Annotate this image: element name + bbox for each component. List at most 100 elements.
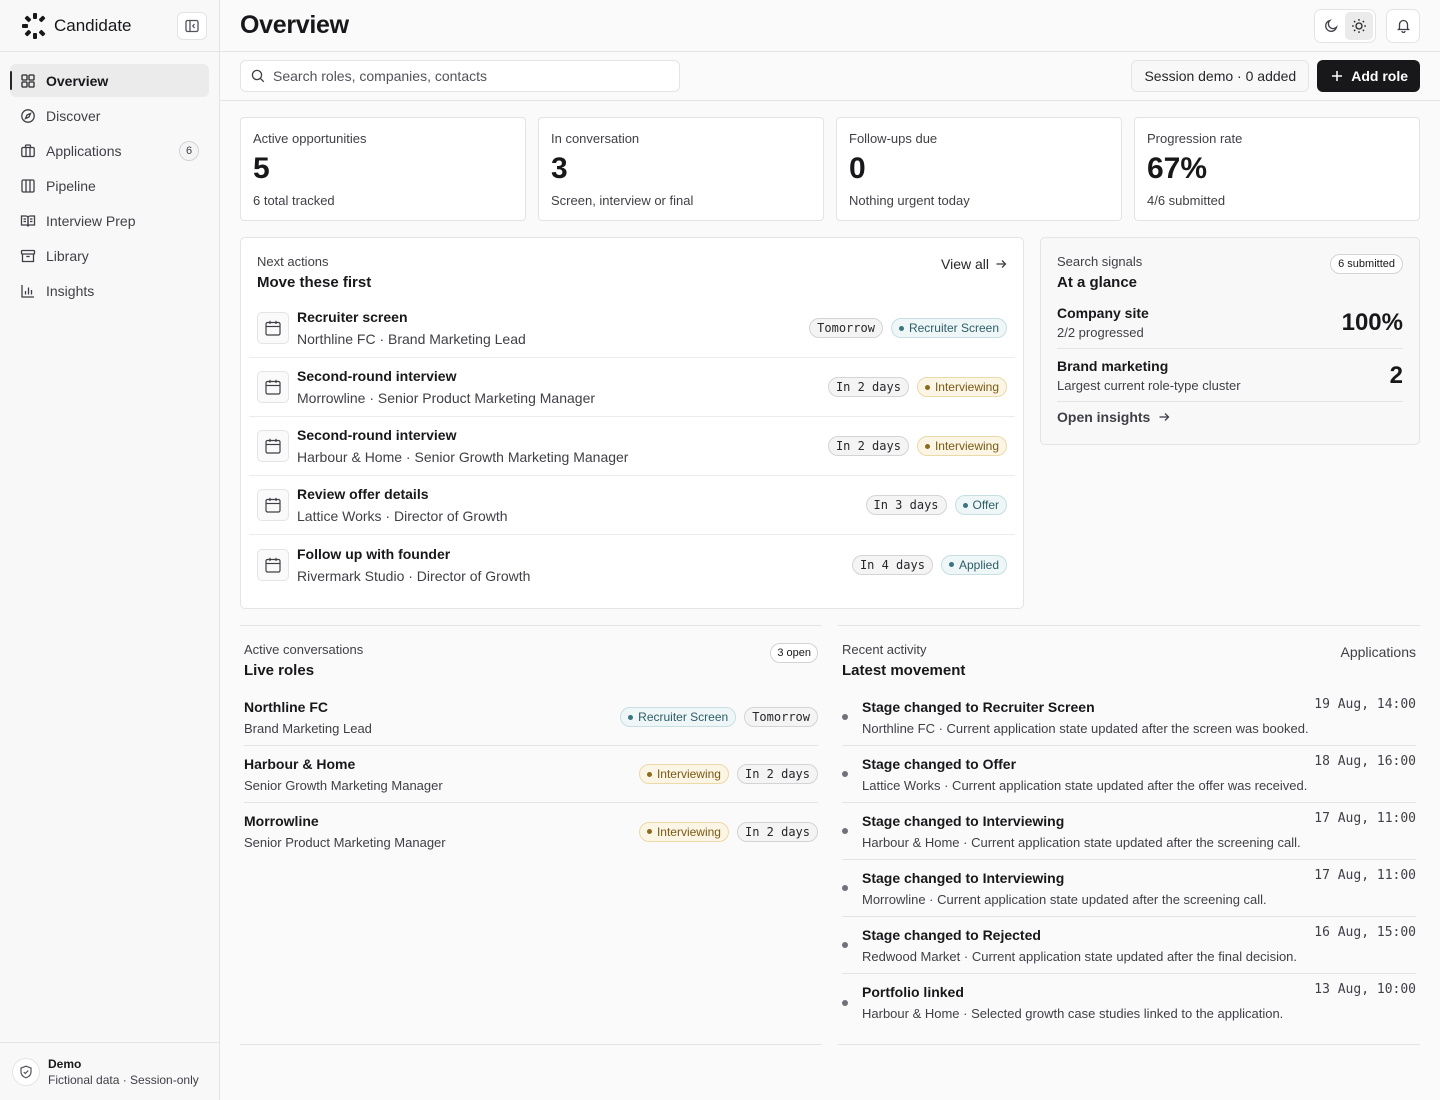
activity-kicker: Recent activity (842, 642, 927, 657)
sidebar-item-pipeline[interactable]: Pipeline (10, 169, 209, 202)
stat-card-progression: Progression rate 67% 4/6 submitted (1134, 117, 1420, 221)
action-text: Follow up with founder Rivermark Studio ·… (297, 546, 530, 584)
action-tags: In 4 days Applied (851, 554, 1007, 575)
conversations-kicker: Active conversations (244, 642, 364, 657)
notifications-button[interactable] (1386, 8, 1420, 43)
action-row[interactable]: Second-round interview Morrowline · Senio… (249, 358, 1015, 417)
stage-badge: Interviewing (916, 436, 1007, 456)
due-badge: In 2 days (827, 436, 909, 456)
company-name: Northline FC (244, 698, 328, 715)
stat-label: Progression rate (1147, 131, 1243, 146)
conversation-tags: Interviewing In 2 days (638, 821, 818, 842)
add-role-button[interactable]: Add role (1317, 60, 1420, 92)
search-box[interactable] (240, 60, 680, 92)
signal-subtitle: 2/2 progressed (1057, 325, 1144, 340)
activity-text: Stage changed to Interviewing Harbour & H… (862, 813, 1301, 850)
company-name: Morrowline (244, 813, 319, 829)
theme-toggle (1314, 8, 1376, 43)
open-insights-link[interactable]: Open insights (1057, 409, 1403, 425)
activity-subtitle: Northline FC · Current application state… (862, 720, 1309, 736)
activity-title: Stage changed to Recruiter Screen (862, 698, 1095, 715)
search-input[interactable] (273, 68, 653, 84)
stage-badge: Applied (940, 554, 1007, 575)
action-title: Recruiter screen (297, 309, 408, 325)
conversation-row[interactable]: Northline FC Brand Marketing Lead Recruite… (244, 689, 818, 746)
conversation-row[interactable]: Morrowline Senior Product Marketing Manag… (244, 803, 818, 860)
stage-badge: Interviewing (638, 764, 729, 784)
activity-list: Stage changed to Recruiter Screen Northli… (842, 689, 1416, 1031)
light-mode-button[interactable] (1345, 11, 1373, 40)
action-title: Second-round interview (297, 427, 457, 443)
sidebar-item-library[interactable]: Library (10, 239, 209, 272)
columns-icon (21, 178, 35, 193)
stage-label: Recruiter Screen (908, 321, 999, 335)
stat-label: Active opportunities (253, 131, 367, 146)
search-icon (251, 69, 265, 83)
sidebar-item-applications[interactable]: Applications 6 (10, 134, 209, 167)
view-all-link[interactable]: View all (941, 256, 1007, 272)
action-title: Second-round interview (297, 368, 457, 384)
open-count-badge: 3 open (770, 643, 818, 663)
sidebar-item-label: Pipeline (46, 177, 96, 194)
action-row[interactable]: Recruiter screen Northline FC · Brand Mar… (249, 299, 1015, 358)
activity-title: Stage changed to Interviewing (862, 812, 1065, 829)
grid-icon (21, 73, 35, 88)
next-actions-card: Next actions Move these first View all R… (240, 237, 1024, 609)
activity-title: Stage changed to Rejected (862, 926, 1041, 943)
action-tags: In 3 days Offer (865, 495, 1007, 515)
dark-mode-button[interactable] (1317, 12, 1345, 40)
sidebar-item-overview[interactable]: Overview (10, 64, 209, 97)
sidebar-toggle-icon (185, 19, 199, 32)
due-badge: In 3 days (865, 495, 947, 515)
signal-row: Company site 2/2 progressed 100% (1057, 291, 1403, 349)
stat-subtitle: Screen, interview or final (551, 193, 694, 208)
conversation-tags: Recruiter Screen Tomorrow (620, 707, 818, 727)
conversation-row[interactable]: Harbour & Home Senior Growth Marketing Ma… (244, 746, 818, 803)
activity-text: Portfolio linked Harbour & Home · Selecte… (862, 984, 1283, 1021)
conversation-tags: Interviewing In 2 days (638, 764, 818, 784)
arrow-right-icon (996, 260, 1007, 268)
action-tags: Tomorrow Recruiter Screen (809, 318, 1007, 338)
activity-text: Stage changed to Offer Lattice Works · Cu… (862, 756, 1307, 793)
action-title: Review offer details (297, 486, 429, 502)
calendar-icon (257, 371, 289, 403)
sidebar-item-insights[interactable]: Insights (10, 274, 209, 307)
status-dot (924, 384, 930, 390)
activity-timestamp: 17 Aug, 11:00 (1314, 811, 1416, 826)
action-text: Second-round interview Morrowline · Senio… (297, 368, 595, 406)
stage-badge: Interviewing (916, 377, 1007, 397)
active-conversations-panel: Active conversations Live roles 3 open N… (240, 625, 822, 1045)
action-row[interactable]: Follow up with founder Rivermark Studio ·… (249, 535, 1015, 594)
calendar-icon (257, 489, 289, 521)
action-tags: In 2 days Interviewing (827, 436, 1007, 456)
role-title: Brand Marketing Lead (244, 720, 372, 736)
action-subtitle: Lattice Works · Director of Growth (297, 508, 508, 524)
stage-label: Interviewing (656, 824, 721, 839)
sidebar-item-label: Interview Prep (46, 212, 136, 229)
activity-dot (842, 828, 848, 834)
stat-value: 0 (849, 152, 866, 185)
status-dot (924, 443, 930, 449)
sidebar-item-interview-prep[interactable]: Interview Prep (10, 204, 209, 237)
activity-title: Portfolio linked (862, 984, 964, 1000)
action-subtitle: Rivermark Studio · Director of Growth (297, 567, 531, 584)
sidebar-item-discover[interactable]: Discover (10, 99, 209, 132)
activity-row: Stage changed to Offer Lattice Works · Cu… (842, 746, 1416, 803)
action-row[interactable]: Second-round interview Harbour & Home · S… (249, 417, 1015, 476)
stat-card-active: Active opportunities 5 6 total tracked (240, 117, 526, 221)
activity-dot (842, 885, 848, 891)
open-insights-label: Open insights (1057, 409, 1151, 425)
activity-title: Latest movement (842, 662, 966, 679)
activity-row: Stage changed to Recruiter Screen Northli… (842, 689, 1416, 746)
collapse-sidebar-button[interactable] (177, 11, 207, 40)
header: Overview (220, 0, 1440, 52)
action-row[interactable]: Review offer details Lattice Works · Dire… (249, 476, 1015, 535)
signal-value: 2 (1389, 361, 1403, 389)
activity-subtitle: Harbour & Home · Selected growth case st… (862, 1006, 1284, 1021)
action-subtitle: Harbour & Home · Senior Growth Marketing… (297, 449, 629, 465)
action-text: Review offer details Lattice Works · Dire… (297, 486, 508, 524)
due-badge: Tomorrow (744, 707, 818, 727)
stat-subtitle: 4/6 submitted (1147, 193, 1226, 208)
stat-value: 67% (1147, 152, 1208, 185)
applications-link[interactable]: Applications (1340, 644, 1417, 660)
